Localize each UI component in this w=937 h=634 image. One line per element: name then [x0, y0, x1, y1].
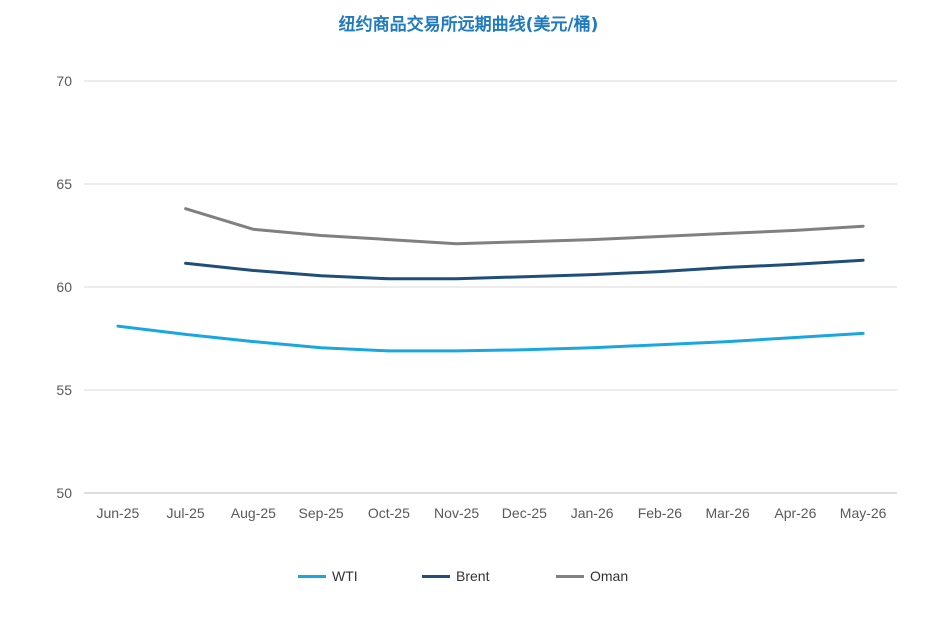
legend-swatch	[298, 574, 326, 578]
chart-title: 纽约商品交易所远期曲线(美元/桶)	[338, 15, 599, 35]
x-tick-label: Oct-25	[368, 505, 410, 521]
x-tick-label: Jan-26	[571, 505, 614, 521]
legend-label: Brent	[456, 568, 490, 584]
y-tick-label: 55	[56, 382, 72, 398]
y-axis-ticks: 50 55 60 65 70	[56, 73, 72, 501]
x-tick-label: Nov-25	[434, 505, 479, 521]
x-tick-label: Dec-25	[502, 505, 547, 521]
y-tick-label: 65	[56, 176, 72, 192]
x-tick-label: May-26	[840, 505, 887, 521]
legend-label: Oman	[590, 568, 629, 584]
x-tick-label: Sep-25	[299, 505, 344, 521]
y-tick-label: 50	[56, 485, 72, 501]
x-tick-label: Mar-26	[705, 505, 750, 521]
x-axis-ticks: Jun-25 Jul-25 Aug-25 Sep-25 Oct-25 Nov-25 Dec-…	[96, 505, 886, 521]
x-tick-label: Feb-26	[638, 505, 683, 521]
legend-swatch	[422, 574, 450, 578]
legend: WTI Brent Oman	[0, 568, 937, 590]
legend-item-brent: Brent	[422, 568, 489, 584]
x-tick-label: Jul-25	[167, 505, 205, 521]
series-line-wti	[116, 324, 865, 353]
legend-item-wti: WTI	[298, 568, 358, 584]
series-line-oman	[184, 207, 865, 246]
series-lines	[116, 207, 865, 353]
legend-label: WTI	[332, 568, 358, 584]
x-tick-label: Jun-25	[96, 505, 139, 521]
legend-item-oman: Oman	[556, 568, 628, 584]
x-tick-label: Aug-25	[231, 505, 276, 521]
x-tick-label: Apr-26	[774, 505, 816, 521]
series-line-brent	[184, 258, 865, 281]
legend-swatch	[556, 574, 584, 578]
grid-lines	[84, 80, 897, 494]
y-tick-label: 70	[56, 73, 72, 89]
y-tick-label: 60	[56, 279, 72, 295]
